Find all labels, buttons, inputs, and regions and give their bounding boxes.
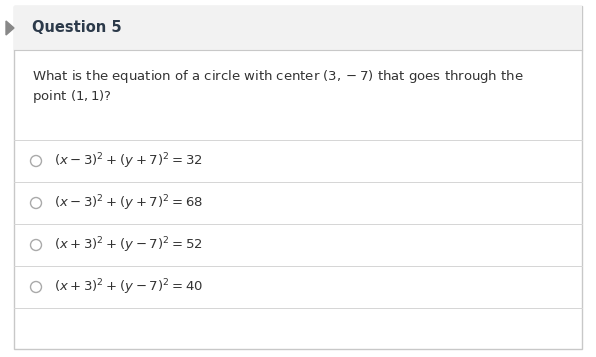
- Polygon shape: [6, 21, 14, 35]
- Text: What is the equation of a circle with center $(3, -7)$ that goes through the: What is the equation of a circle with ce…: [32, 68, 524, 85]
- Text: $(x + 3)^2 + (y - 7)^2 = 52$: $(x + 3)^2 + (y - 7)^2 = 52$: [54, 235, 203, 255]
- Text: $(x - 3)^2 + (y + 7)^2 = 68$: $(x - 3)^2 + (y + 7)^2 = 68$: [54, 193, 203, 213]
- Text: point $(1, 1)$?: point $(1, 1)$?: [32, 88, 112, 105]
- Text: Question 5: Question 5: [32, 20, 122, 35]
- Text: $(x + 3)^2 + (y - 7)^2 = 40$: $(x + 3)^2 + (y - 7)^2 = 40$: [54, 277, 203, 297]
- Text: $(x - 3)^2 + (y + 7)^2 = 32$: $(x - 3)^2 + (y + 7)^2 = 32$: [54, 151, 203, 171]
- Bar: [14, 6, 582, 50]
